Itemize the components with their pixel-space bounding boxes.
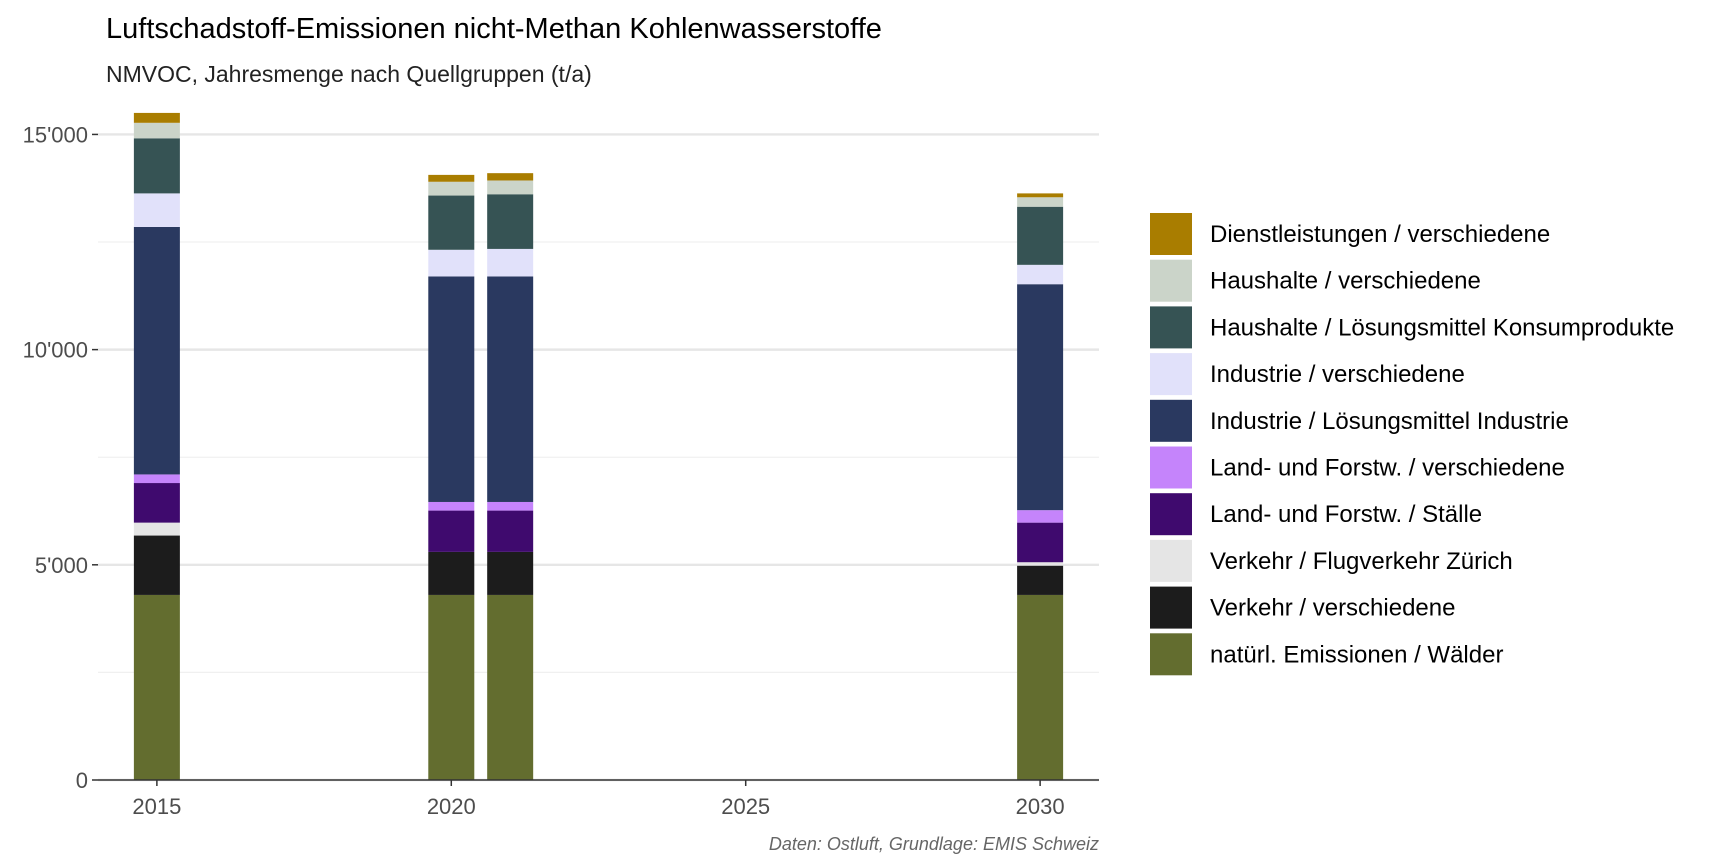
bar-segment xyxy=(487,180,534,195)
legend-key xyxy=(1150,213,1192,255)
bar-segment xyxy=(428,510,475,552)
bar-segment xyxy=(487,173,534,181)
legend-label: Industrie / Lösungsmittel Industrie xyxy=(1210,408,1569,435)
y-tick-label: 10'000 xyxy=(23,338,88,363)
y-tick-label: 5'000 xyxy=(35,553,88,578)
bar-segment xyxy=(1017,197,1064,207)
bar-segment xyxy=(1017,510,1064,523)
bar-segment xyxy=(1017,206,1064,265)
x-tick-label: 2025 xyxy=(721,794,770,819)
bar-segment xyxy=(1017,193,1064,198)
chart-title: Luftschadstoff-Emissionen nicht-Methan K… xyxy=(106,13,882,45)
bar-segment xyxy=(428,181,475,196)
legend-label: natürl. Emissionen / Wälder xyxy=(1210,641,1503,668)
bar-segment xyxy=(1017,562,1064,566)
bar-segment xyxy=(487,276,534,502)
legend-label: Verkehr / verschiedene xyxy=(1210,595,1455,622)
legend-label: Land- und Forstw. / verschiedene xyxy=(1210,455,1565,482)
x-tick-label: 2015 xyxy=(132,794,181,819)
legend-key xyxy=(1150,586,1192,629)
bar-segment xyxy=(487,551,534,595)
y-tick-label: 15'000 xyxy=(23,122,88,147)
bar-segment xyxy=(133,483,180,523)
bar-segment xyxy=(133,112,180,123)
chart-caption: Daten: Ostluft, Grundlage: EMIS Schweiz xyxy=(769,834,1099,854)
bar-segment xyxy=(133,522,180,536)
legend-key xyxy=(1150,493,1192,536)
bar-segment xyxy=(133,122,180,139)
grid-lines xyxy=(98,133,1099,782)
legend-label: Land- und Forstw. / Ställe xyxy=(1210,501,1482,528)
legend-key xyxy=(1150,399,1192,442)
legend-label: Haushalte / verschiedene xyxy=(1210,268,1481,295)
y-tick-label: 0 xyxy=(76,768,88,793)
bar-segment xyxy=(487,194,534,249)
bar-segment xyxy=(1017,594,1064,780)
bar-segment xyxy=(133,226,180,475)
bar-segment xyxy=(133,594,180,780)
bar-segment xyxy=(133,535,180,595)
legend-label: Haushalte / Lösungsmittel Konsumprodukte xyxy=(1210,314,1674,341)
legend-key xyxy=(1150,353,1192,396)
legend-key xyxy=(1150,539,1192,582)
bar-segment xyxy=(133,474,180,484)
bar-segment xyxy=(487,248,534,277)
bar-segment xyxy=(428,195,475,250)
bar-segment xyxy=(1017,284,1064,511)
bar-segment xyxy=(487,594,534,780)
legend-key xyxy=(1150,306,1192,349)
bar-segment xyxy=(133,138,180,194)
axes: 2015 2020 2025 2030 0 5'000 10'000 15'000 xyxy=(23,122,1099,819)
bar-segment xyxy=(487,501,534,511)
bar-segment xyxy=(1017,565,1064,595)
chart-subtitle: NMVOC, Jahresmenge nach Quellgruppen (t/… xyxy=(106,61,592,87)
bar-segment xyxy=(428,249,475,277)
bar-segment xyxy=(133,193,180,227)
legend-label: Verkehr / Flugverkehr Zürich xyxy=(1210,548,1513,575)
x-tick-label: 2030 xyxy=(1016,794,1065,819)
bar-segment xyxy=(1017,264,1064,285)
bar-segment xyxy=(428,276,475,502)
legend-key xyxy=(1150,633,1192,676)
x-tick-label: 2020 xyxy=(427,794,476,819)
legend: Dienstleistungen / verschiedene Haushalte… xyxy=(1150,213,1674,676)
bar-segment xyxy=(1017,522,1064,563)
legend-key xyxy=(1150,446,1192,489)
bar-segment xyxy=(487,510,534,552)
bar-segment xyxy=(428,594,475,780)
bar-segment xyxy=(428,174,475,182)
bar-stacks xyxy=(133,112,1064,780)
legend-label: Dienstleistungen / verschiedene xyxy=(1210,221,1550,248)
legend-key xyxy=(1150,259,1192,302)
legend-label: Industrie / verschiedene xyxy=(1210,361,1465,388)
bar-segment xyxy=(428,501,475,511)
bar-segment xyxy=(428,551,475,595)
